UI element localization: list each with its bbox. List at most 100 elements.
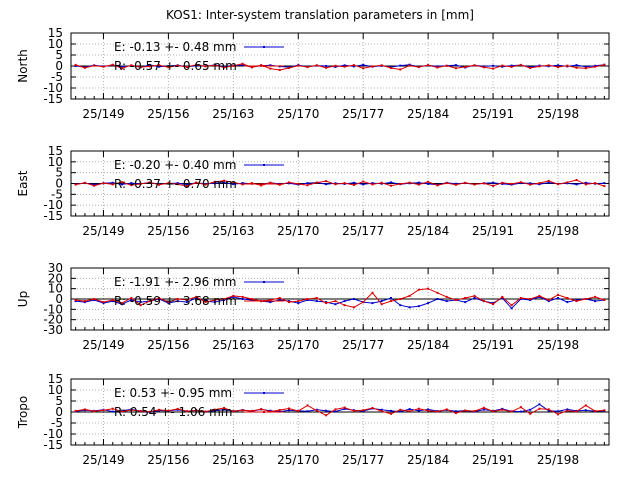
data-point-R: [482, 66, 485, 69]
data-point-R: [343, 304, 346, 307]
data-point-E: [278, 299, 281, 301]
data-point-R: [185, 185, 188, 188]
x-tick-label: 25/163: [212, 224, 254, 238]
data-point-E: [195, 297, 198, 299]
data-point-R: [529, 183, 532, 186]
data-point-R: [213, 408, 216, 411]
data-point-E: [454, 64, 457, 67]
data-point-R: [390, 67, 392, 69]
data-point-R: [325, 180, 328, 183]
data-point-R: [436, 66, 439, 69]
legend-label-E: E: -1.91 +- 2.96 mm: [114, 275, 236, 289]
data-point-R: [594, 295, 597, 298]
data-point-E: [519, 410, 522, 413]
data-point-R: [148, 65, 151, 68]
data-point-E: [380, 300, 383, 303]
data-point-E: [390, 181, 392, 184]
data-point-R: [83, 300, 86, 303]
data-point-R: [315, 409, 318, 412]
data-point-R: [232, 181, 235, 184]
y-axis-label: East: [16, 170, 30, 196]
x-tick-label: 25/184: [407, 453, 449, 467]
data-point-E: [343, 407, 346, 410]
x-tick-label: 25/191: [472, 224, 514, 238]
data-point-R: [204, 183, 207, 186]
data-point-R: [362, 180, 365, 183]
y-tick-label: 5: [55, 48, 63, 62]
data-point-R: [603, 409, 606, 412]
data-point-R: [83, 66, 86, 69]
data-point-R: [575, 300, 578, 303]
data-point-E: [111, 410, 114, 413]
y-tick-label: 10: [48, 155, 63, 169]
data-point-R: [594, 410, 597, 413]
x-tick-label: 25/198: [537, 224, 579, 238]
data-point-R: [482, 406, 485, 409]
legend-label-R: R: -0.59 +- 3.68 mm: [114, 294, 237, 308]
data-point-R: [306, 404, 309, 407]
data-point-R: [334, 64, 337, 67]
data-point-R: [74, 183, 77, 186]
data-point-R: [436, 184, 439, 187]
data-point-R: [148, 410, 151, 413]
data-point-E: [427, 302, 430, 305]
data-point-E: [130, 299, 133, 301]
data-point-E: [492, 64, 495, 67]
data-point-E: [529, 408, 532, 411]
data-point-R: [584, 298, 587, 300]
data-point-R: [306, 298, 309, 300]
legend-marker-E: [263, 281, 265, 283]
data-point-R: [390, 184, 392, 187]
data-point-R: [473, 64, 476, 67]
data-point-R: [547, 408, 550, 411]
data-point-R: [408, 64, 411, 67]
data-point-R: [464, 409, 467, 412]
legend-label-E: E: -0.20 +- 0.40 mm: [114, 158, 236, 172]
data-point-R: [195, 63, 198, 66]
data-point-R: [482, 300, 485, 303]
x-tick-label: 25/191: [472, 107, 514, 121]
data-point-R: [325, 414, 328, 417]
data-point-R: [102, 409, 105, 412]
data-point-R: [250, 182, 253, 185]
data-point-R: [213, 299, 216, 301]
x-tick-label: 25/149: [82, 224, 124, 238]
data-point-R: [427, 180, 430, 183]
data-point-R: [111, 407, 114, 410]
data-point-R: [297, 64, 300, 67]
data-point-R: [278, 409, 281, 411]
data-point-E: [241, 64, 244, 67]
data-point-R: [501, 408, 504, 411]
data-point-R: [575, 179, 578, 181]
data-point-E: [408, 306, 411, 309]
y-tick-label: -5: [51, 70, 63, 84]
data-point-R: [260, 408, 263, 411]
data-point-R: [223, 407, 226, 409]
data-point-R: [352, 306, 355, 309]
data-point-E: [139, 301, 142, 304]
legend-marker-E: [263, 164, 265, 166]
x-tick-label: 25/156: [147, 338, 189, 352]
data-point-R: [325, 302, 328, 305]
data-point-E: [584, 65, 587, 68]
data-point-E: [232, 183, 235, 186]
data-point-R: [390, 412, 392, 415]
data-point-R: [148, 181, 151, 184]
data-point-E: [417, 181, 420, 184]
data-point-R: [380, 410, 383, 413]
y-tick-label: 15: [48, 26, 63, 40]
x-tick-label: 25/163: [212, 338, 254, 352]
y-tick-label: -10: [43, 198, 63, 212]
y-tick-label: 10: [48, 383, 63, 397]
x-tick-label: 25/177: [342, 107, 384, 121]
data-point-R: [510, 410, 513, 413]
data-point-R: [492, 303, 495, 306]
data-point-R: [371, 183, 374, 186]
legend-label-R: R: -0.37 +- 0.70 mm: [114, 177, 237, 191]
data-point-R: [158, 408, 161, 411]
data-point-R: [510, 304, 513, 307]
y-tick-label: -30: [43, 323, 63, 337]
y-tick-label: 0: [55, 59, 63, 73]
legend-label-R: R: -0.57 +- 0.65 mm: [114, 59, 237, 73]
